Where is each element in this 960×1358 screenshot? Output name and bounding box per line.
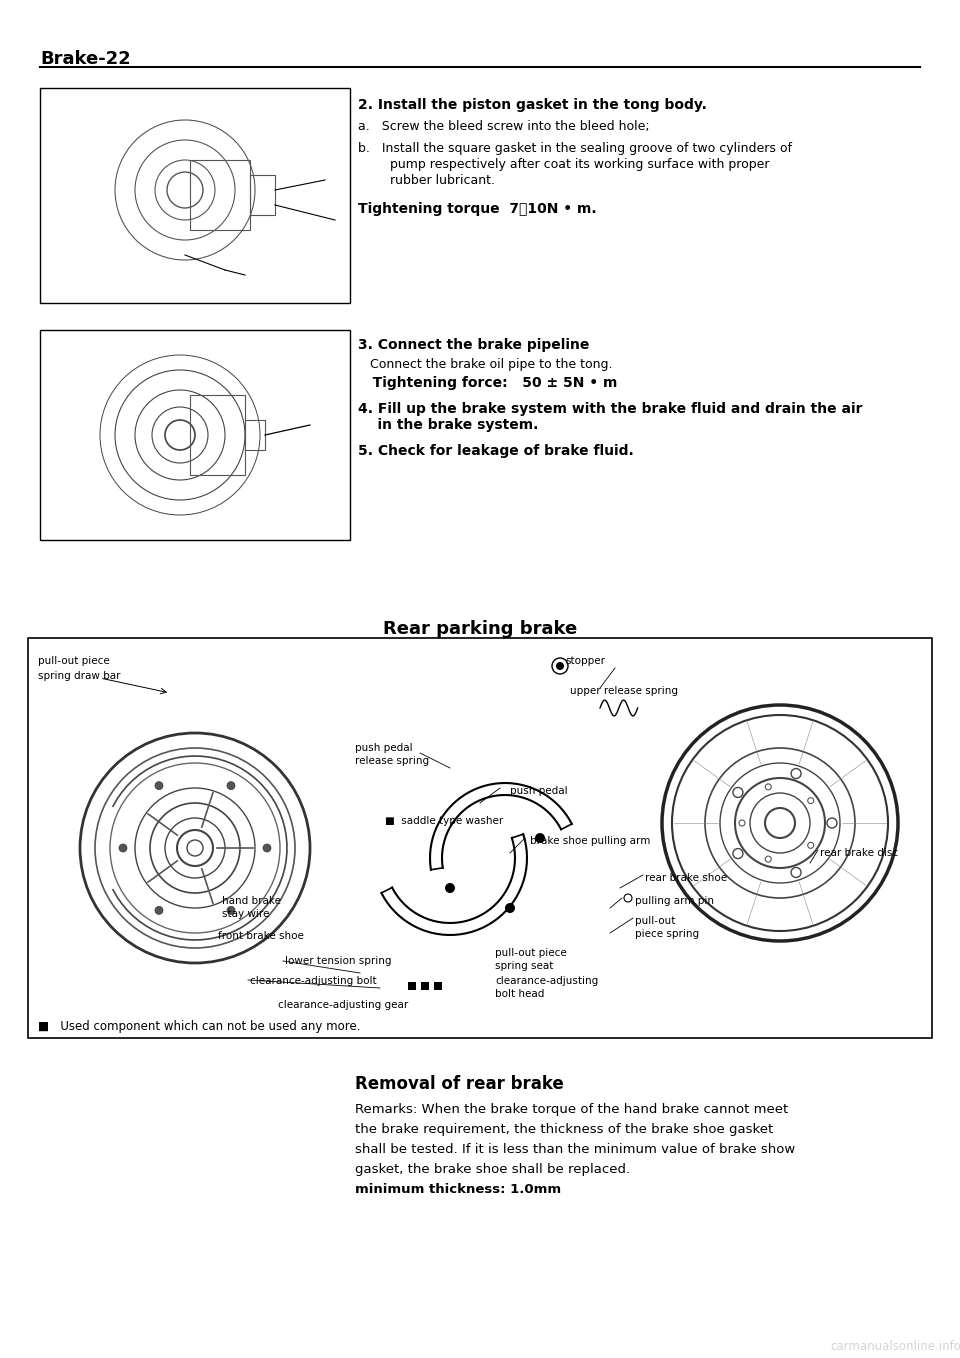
Circle shape bbox=[505, 903, 515, 913]
Text: rubber lubricant.: rubber lubricant. bbox=[358, 174, 495, 187]
Bar bbox=[245, 420, 265, 449]
Text: push pedal: push pedal bbox=[355, 743, 413, 752]
Bar bbox=[408, 982, 416, 990]
Text: b.   Install the square gasket in the sealing groove of two cylinders of: b. Install the square gasket in the seal… bbox=[358, 143, 792, 155]
Text: pulling arm pin: pulling arm pin bbox=[635, 896, 714, 906]
Text: hand brake: hand brake bbox=[222, 896, 281, 906]
Circle shape bbox=[155, 782, 163, 789]
Circle shape bbox=[556, 661, 564, 669]
Text: carmanualsonline.info: carmanualsonline.info bbox=[830, 1340, 960, 1353]
Text: push pedal: push pedal bbox=[510, 786, 567, 796]
Circle shape bbox=[155, 906, 163, 914]
Text: rear brake disc: rear brake disc bbox=[820, 847, 899, 858]
Text: clearance-adjusting gear: clearance-adjusting gear bbox=[278, 999, 408, 1010]
Text: Tightening torque  7～10N • m.: Tightening torque 7～10N • m. bbox=[358, 202, 596, 216]
Circle shape bbox=[227, 906, 235, 914]
Text: 3. Connect the brake pipeline: 3. Connect the brake pipeline bbox=[358, 338, 589, 352]
Text: Connect the brake oil pipe to the tong.: Connect the brake oil pipe to the tong. bbox=[358, 359, 612, 371]
Text: pull-out piece: pull-out piece bbox=[495, 948, 566, 957]
Text: upper release spring: upper release spring bbox=[570, 686, 678, 697]
Text: Tightening force:   50 ± 5N • m: Tightening force: 50 ± 5N • m bbox=[358, 376, 617, 390]
Bar bbox=[421, 982, 429, 990]
Text: the brake requirement, the thickness of the brake shoe gasket: the brake requirement, the thickness of … bbox=[355, 1123, 773, 1137]
Circle shape bbox=[445, 883, 455, 894]
Text: Brake-22: Brake-22 bbox=[40, 50, 131, 68]
Circle shape bbox=[119, 845, 127, 851]
Text: in the brake system.: in the brake system. bbox=[358, 418, 539, 432]
Text: Removal of rear brake: Removal of rear brake bbox=[355, 1076, 564, 1093]
Text: lower tension spring: lower tension spring bbox=[285, 956, 392, 966]
Text: pull-out: pull-out bbox=[635, 917, 676, 926]
Text: Rear parking brake: Rear parking brake bbox=[383, 621, 577, 638]
Text: clearance-adjusting bolt: clearance-adjusting bolt bbox=[250, 976, 376, 986]
Text: clearance-adjusting: clearance-adjusting bbox=[495, 976, 598, 986]
Text: piece spring: piece spring bbox=[635, 929, 699, 938]
Circle shape bbox=[227, 782, 235, 789]
Bar bbox=[190, 395, 245, 475]
Text: shall be tested. If it is less than the minimum value of brake show: shall be tested. If it is less than the … bbox=[355, 1143, 795, 1156]
Text: ■  saddle type washer: ■ saddle type washer bbox=[385, 816, 503, 826]
Bar bbox=[40, 88, 350, 303]
Text: pump respectively after coat its working surface with proper: pump respectively after coat its working… bbox=[358, 158, 770, 171]
Bar bbox=[250, 175, 275, 215]
Text: spring seat: spring seat bbox=[495, 961, 553, 971]
Text: 4. Fill up the brake system with the brake fluid and drain the air: 4. Fill up the brake system with the bra… bbox=[358, 402, 862, 416]
Text: a.   Screw the bleed screw into the bleed hole;: a. Screw the bleed screw into the bleed … bbox=[358, 120, 650, 133]
Text: stay wire: stay wire bbox=[222, 909, 270, 919]
Text: spring draw bar: spring draw bar bbox=[38, 671, 121, 680]
Text: stopper: stopper bbox=[565, 656, 605, 665]
Text: Remarks: When the brake torque of the hand brake cannot meet: Remarks: When the brake torque of the ha… bbox=[355, 1103, 788, 1116]
Bar bbox=[434, 982, 442, 990]
Text: ■   Used component which can not be used any more.: ■ Used component which can not be used a… bbox=[38, 1020, 361, 1033]
Text: bolt head: bolt head bbox=[495, 989, 544, 999]
Circle shape bbox=[535, 832, 545, 843]
Text: 2. Install the piston gasket in the tong body.: 2. Install the piston gasket in the tong… bbox=[358, 98, 707, 111]
Text: release spring: release spring bbox=[355, 756, 429, 766]
Text: pull-out piece: pull-out piece bbox=[38, 656, 109, 665]
Bar bbox=[190, 160, 250, 230]
Text: rear brake shoe: rear brake shoe bbox=[645, 873, 727, 883]
Bar bbox=[28, 638, 932, 1038]
Text: front brake shoe: front brake shoe bbox=[218, 932, 304, 941]
Text: minimum thickness: 1.0mm: minimum thickness: 1.0mm bbox=[355, 1183, 562, 1196]
Bar bbox=[40, 330, 350, 540]
Text: 5. Check for leakage of brake fluid.: 5. Check for leakage of brake fluid. bbox=[358, 444, 634, 458]
Circle shape bbox=[263, 845, 271, 851]
Text: brake shoe pulling arm: brake shoe pulling arm bbox=[530, 837, 650, 846]
Text: gasket, the brake shoe shall be replaced.: gasket, the brake shoe shall be replaced… bbox=[355, 1162, 630, 1176]
